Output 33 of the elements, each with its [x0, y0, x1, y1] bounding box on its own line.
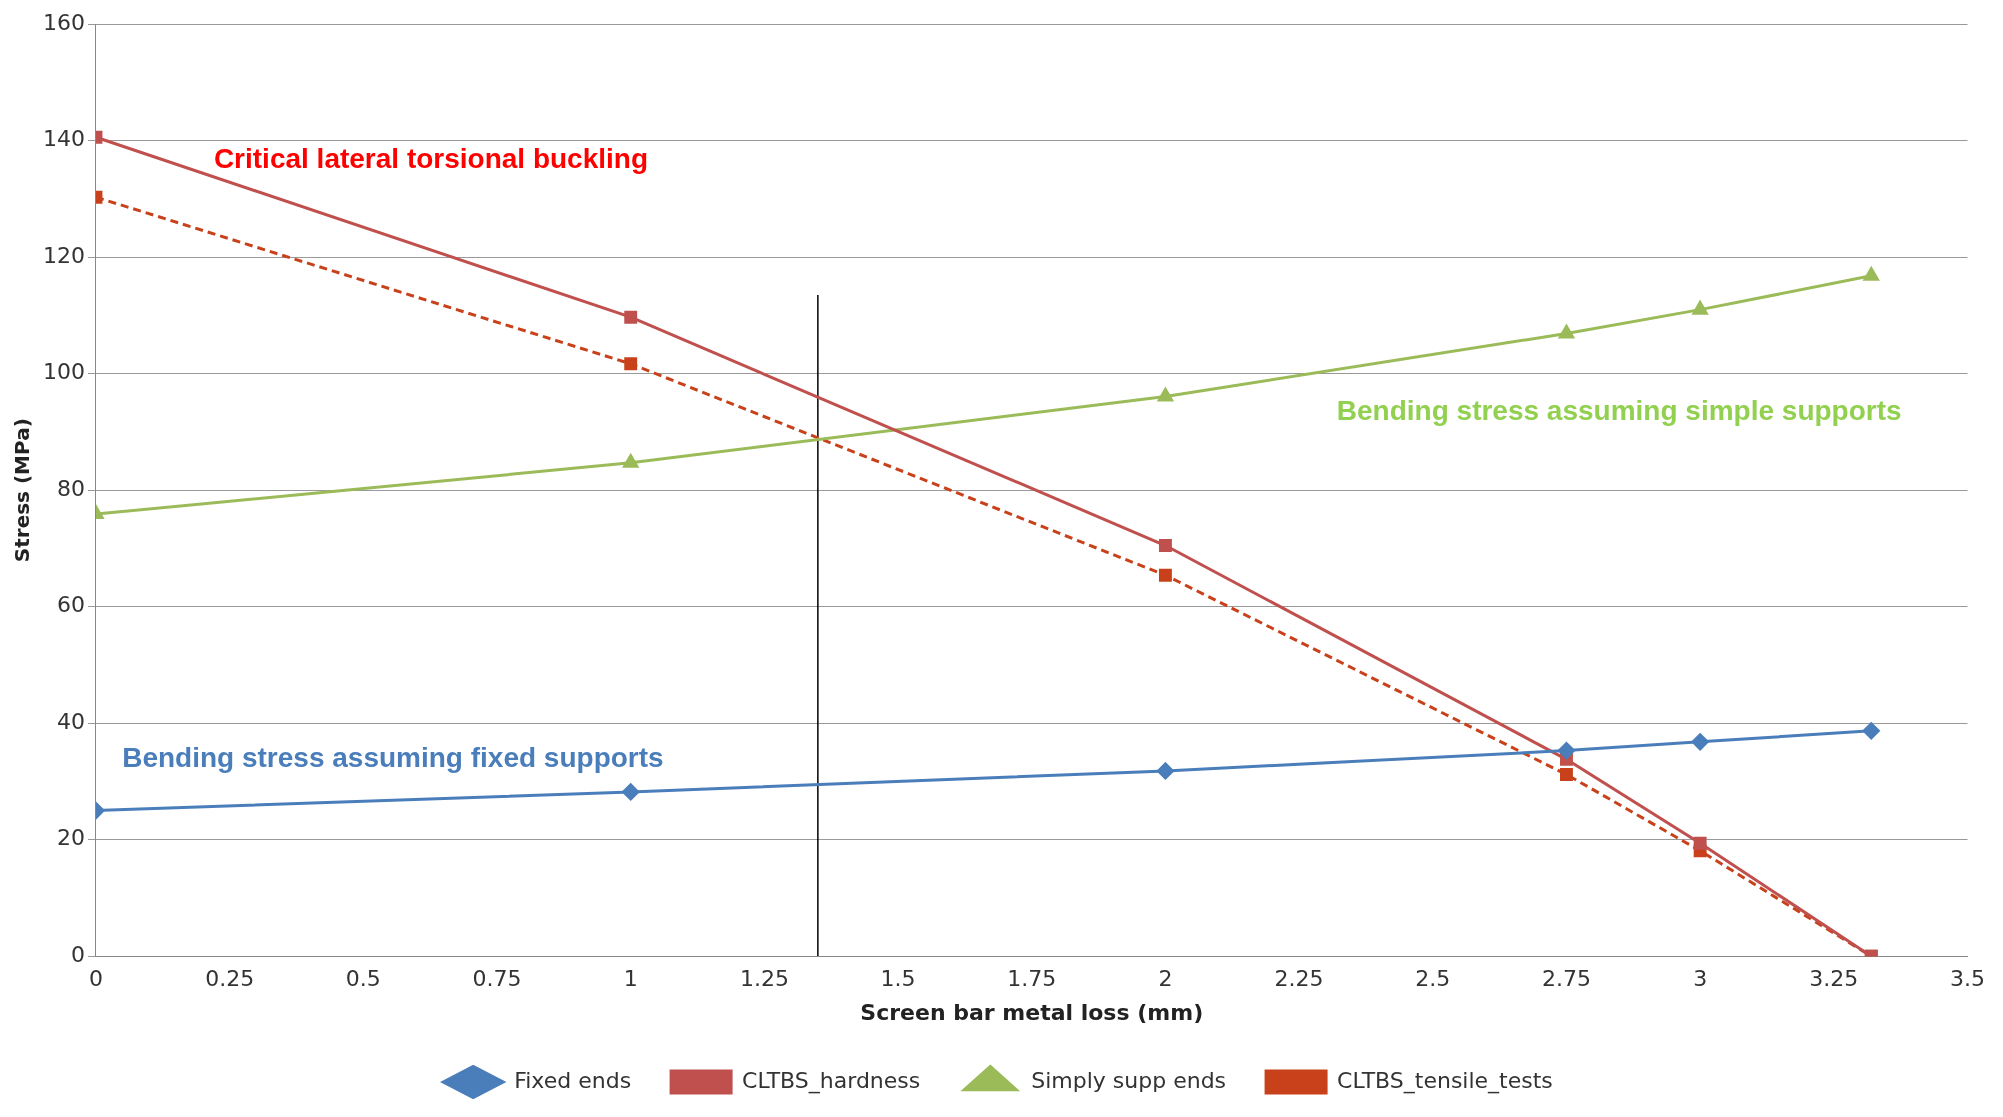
x-tick-label: 3.25 [1809, 966, 1859, 992]
y-axis-title: Stress (MPa) [10, 418, 35, 563]
x-tick-label: 0.75 [472, 966, 522, 992]
x-tick-label: 3 [1693, 966, 1708, 992]
x-tick-label: 1.5 [880, 966, 916, 992]
x-tick-label: 2 [1158, 966, 1173, 992]
x-tick-label: 3.5 [1950, 966, 1986, 992]
legend-label: CLTBS_hardness [742, 1067, 921, 1094]
x-tick-label: 1.75 [1007, 966, 1057, 992]
x-axis-title: Screen bar metal loss (mm) [860, 999, 1204, 1025]
y-tick-label: 20 [56, 825, 85, 851]
y-tick-label: 100 [42, 359, 85, 385]
y-tick-label: 160 [42, 9, 85, 35]
x-tick-label: 0 [88, 966, 103, 992]
y-tick-label: 140 [42, 126, 85, 152]
legend-label: CLTBS_tensile_tests [1337, 1067, 1553, 1094]
y-tick-label: 0 [70, 941, 85, 967]
x-tick-label: 2.25 [1274, 966, 1324, 992]
y-tick-label: 80 [56, 475, 85, 501]
x-tick-label: 1.25 [739, 966, 789, 992]
y-tick-label: 60 [56, 592, 85, 618]
x-tick-label: 2.5 [1415, 966, 1451, 992]
y-tick-label: 120 [42, 242, 85, 268]
legend-label: Fixed ends [514, 1067, 632, 1093]
x-tick-label: 0.25 [205, 966, 255, 992]
x-tick-label: 0.5 [345, 966, 381, 992]
annotation: Bending stress assuming fixed supports [122, 742, 664, 774]
x-tick-label: 2.75 [1541, 966, 1591, 992]
annotation: Bending stress assuming simple supports [1336, 394, 1902, 426]
legend-label: Simply supp ends [1031, 1067, 1227, 1093]
x-tick-label: 1 [623, 966, 638, 992]
annotation: Critical lateral torsional buckling [213, 142, 649, 174]
y-tick-label: 40 [56, 708, 85, 734]
